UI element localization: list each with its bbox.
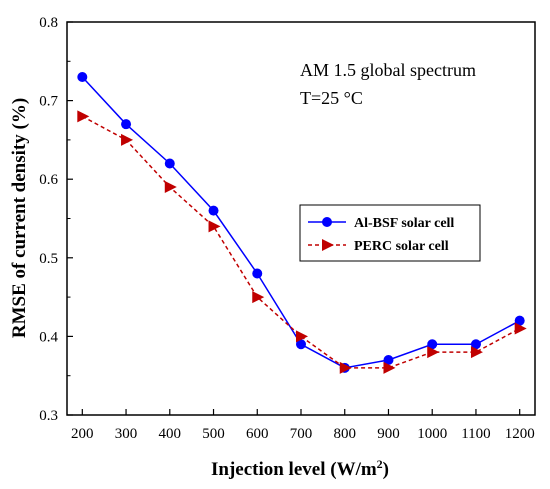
al-bsf-point: [470, 339, 481, 350]
x-axis-title-sup: 2: [377, 457, 383, 471]
y-tick-label: 0.8: [39, 15, 58, 31]
x-tick-label: 400: [159, 426, 182, 442]
perc-point: [252, 291, 265, 304]
al-bsf-point: [208, 205, 219, 216]
legend-marker-perc: [322, 239, 334, 251]
legend-box: [299, 204, 481, 262]
perc-point: [514, 322, 527, 335]
y-axis-title: RMSE of current density (%): [9, 98, 30, 338]
y-tick-label: 0.3: [39, 408, 58, 424]
perc-point: [339, 361, 352, 374]
legend-marker-al-bsf: [322, 217, 332, 227]
perc-point: [427, 346, 440, 359]
al-bsf-point: [383, 354, 394, 365]
al-bsf-point: [164, 158, 175, 169]
perc-point: [470, 346, 483, 359]
ticks-layer: 200 300 400 500 600 700 800 900 1000 1100 1200 0.3 0…: [39, 15, 534, 442]
x-tick-label: 500: [202, 426, 225, 442]
al-bsf-point: [427, 339, 438, 350]
legend: Al-BSF solar cell PERC solar cell: [299, 204, 481, 262]
x-tick-label: 1000: [417, 426, 447, 442]
al-bsf-point: [121, 119, 132, 130]
x-tick-label: 1100: [461, 426, 490, 442]
x-tick-label: 900: [377, 426, 400, 442]
al-bsf-point: [77, 72, 88, 83]
x-tick-label: 600: [246, 426, 269, 442]
y-tick-label: 0.4: [39, 329, 58, 345]
x-axis-title-close: ): [383, 459, 389, 480]
perc-point: [383, 361, 396, 374]
al-bsf-point: [514, 315, 525, 326]
x-tick-label: 800: [333, 426, 356, 442]
al-bsf-point: [296, 339, 306, 350]
series-line-perc: [81, 115, 521, 369]
annotation-spectrum: AM 1.5 global spectrum: [300, 60, 476, 80]
series-layer: [77, 72, 527, 374]
legend-label-al-bsf: Al-BSF solar cell: [354, 216, 454, 231]
al-bsf-point: [252, 268, 263, 279]
y-tick-label: 0.6: [39, 172, 58, 188]
x-tick-label: 1200: [505, 426, 535, 442]
y-tick-label: 0.5: [39, 251, 58, 267]
x-tick-label: 300: [115, 426, 138, 442]
x-axis-title-main: Injection level (W/m: [211, 459, 377, 480]
legend-label-perc: PERC solar cell: [354, 239, 449, 254]
annotation-temperature: T=25 °C: [300, 88, 363, 108]
perc-point: [296, 330, 308, 343]
perc-point: [208, 220, 221, 233]
perc-point: [121, 133, 134, 146]
x-tick-label: 200: [71, 426, 94, 442]
x-tick-label: 700: [290, 426, 313, 442]
x-axis-title: Injection level (W/m2): [211, 457, 389, 480]
y-tick-label: 0.7: [39, 94, 58, 110]
perc-point: [77, 110, 90, 123]
perc-point: [164, 181, 177, 194]
